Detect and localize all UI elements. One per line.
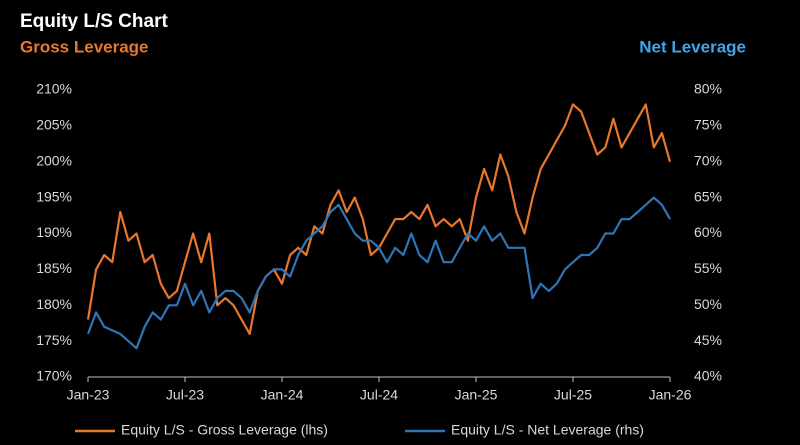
y-tick-label: 185% [36,260,72,276]
y2-tick-label: 70% [694,152,722,168]
x-tick-label: Jan-26 [649,387,692,403]
y-tick-label: 190% [36,224,72,240]
y2-axis-label: Net Leverage [639,37,746,56]
y2-tick-label: 55% [694,260,722,276]
y-tick-label: 180% [36,296,72,312]
x-tick-label: Jul-25 [554,387,592,403]
y-tick-label: 210% [36,81,72,97]
y2-tick-label: 80% [694,81,722,97]
y2-tick-label: 75% [694,117,722,133]
y-tick-label: 195% [36,188,72,204]
y-tick-label: 200% [36,152,72,168]
y-axis-label: Gross Leverage [20,37,149,56]
y2-tick-label: 45% [694,332,722,348]
legend-label: Equity L/S - Net Leverage (rhs) [451,422,644,438]
y2-tick-label: 65% [694,188,722,204]
line-series [86,103,672,335]
y2-tick-label: 40% [694,368,722,384]
x-tick-label: Jul-23 [166,387,204,403]
x-tick-label: Jan-23 [67,387,110,403]
y-tick-label: 170% [36,368,72,384]
x-tick-label: Jan-25 [455,387,498,403]
y2-tick-label: 60% [694,224,722,240]
y2-tick-label: 50% [694,296,722,312]
y-tick-label: 205% [36,117,72,133]
x-tick-label: Jul-24 [360,387,398,403]
line-series [86,196,671,350]
legend-label: Equity L/S - Gross Leverage (lhs) [121,422,328,438]
y-tick-label: 175% [36,332,72,348]
chart-title: Equity L/S Chart [20,11,168,32]
x-tick-label: Jan-24 [261,387,304,403]
